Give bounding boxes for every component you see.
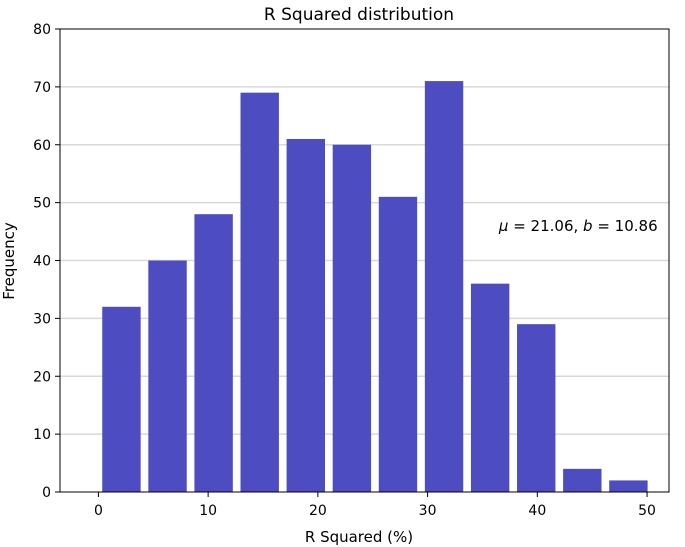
mu-symbol: μ — [498, 217, 509, 235]
histogram-bar — [378, 196, 418, 492]
x-tick-label: 20 — [309, 503, 327, 519]
y-axis-title: Frequency — [0, 222, 18, 300]
b-symbol: b — [583, 217, 593, 235]
x-axis: 0 10 20 30 40 50 — [94, 492, 656, 519]
x-axis-title: R Squared (%) — [305, 528, 413, 546]
y-tick-label: 50 — [33, 196, 51, 212]
y-tick-label: 30 — [33, 311, 51, 327]
chart-title: R Squared distribution — [264, 5, 454, 25]
histogram-bar — [240, 92, 279, 492]
y-tick-label: 40 — [33, 254, 51, 270]
y-tick-label: 80 — [33, 22, 51, 38]
histogram-bar — [194, 214, 233, 492]
x-tick-label: 50 — [638, 503, 656, 519]
y-axis: 0 10 20 30 40 50 60 70 80 — [33, 22, 60, 501]
histogram-bar — [424, 81, 464, 493]
y-tick-label: 70 — [33, 80, 51, 96]
b-value: = 10.86 — [593, 217, 658, 235]
stats-annotation: μ = 21.06, b = 10.86 — [498, 217, 658, 235]
mu-value: = 21.06, — [508, 217, 583, 235]
x-tick-label: 10 — [199, 503, 217, 519]
y-tick-label: 60 — [33, 138, 51, 154]
histogram-bar — [609, 480, 648, 492]
histogram-bar — [332, 144, 372, 492]
histogram-bar — [102, 306, 141, 492]
y-tick-label: 20 — [33, 369, 51, 385]
histogram-bar — [517, 324, 556, 492]
histogram-bar — [470, 283, 510, 492]
histogram-bar — [286, 138, 325, 492]
histogram-bar — [563, 468, 602, 492]
y-tick-label: 10 — [33, 427, 51, 443]
histogram-bar — [148, 260, 187, 492]
bars — [102, 81, 648, 493]
y-tick-label: 0 — [42, 485, 51, 501]
x-tick-label: 40 — [528, 503, 546, 519]
x-tick-label: 0 — [94, 503, 103, 519]
x-tick-label: 30 — [419, 503, 437, 519]
